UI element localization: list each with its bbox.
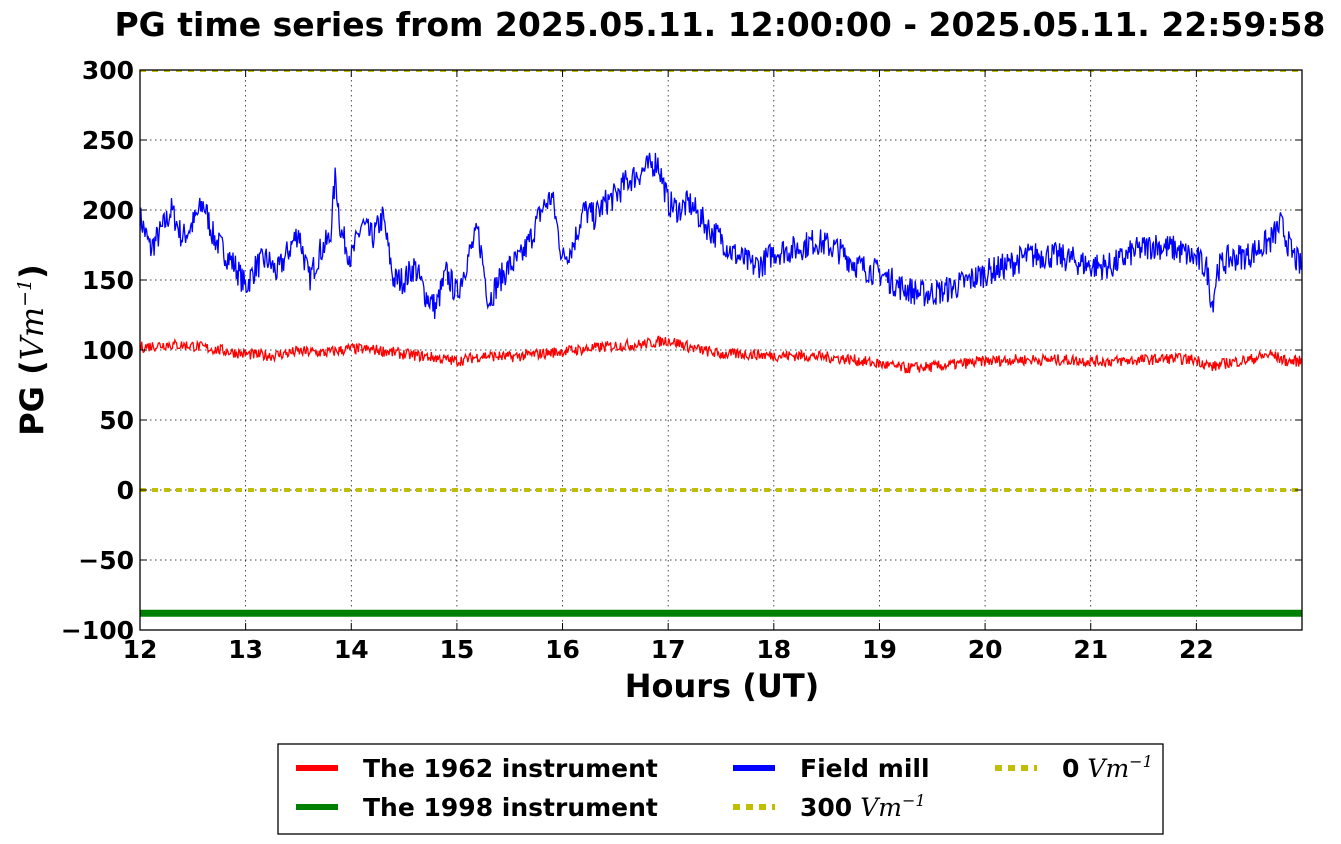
y-tick-label: 100 (82, 336, 134, 365)
y-tick-label: −100 (61, 616, 134, 645)
x-tick-label: 12 (123, 635, 158, 664)
chart-title: PG time series from 2025.05.11. 12:00:00… (115, 5, 1326, 44)
x-tick-label: 21 (1073, 635, 1108, 664)
legend-label: 0 Vm−1 (1062, 752, 1153, 783)
y-axis-label-exp: −1 (14, 279, 36, 307)
y-tick-label: 0 (117, 476, 134, 505)
y-axis-label: PG (Vm−1) (13, 264, 51, 436)
legend-label-text: Field mill (800, 754, 930, 783)
legend-box (277, 743, 1164, 835)
x-tick-label: 22 (1179, 635, 1214, 664)
legend-label-text: 0 (1062, 754, 1079, 783)
legend: The 1962 instrument The 1998 instrument Fi… (277, 743, 1164, 835)
legend-label-unit: Vm (860, 793, 902, 822)
series-line-0 (140, 335, 1302, 374)
legend-label: 300 Vm−1 (800, 791, 926, 822)
legend-label-text: 300 (800, 793, 852, 822)
x-tick-label: 13 (228, 635, 263, 664)
x-tick-label: 15 (440, 635, 475, 664)
x-tick-label: 14 (334, 635, 369, 664)
y-tick-label: 300 (82, 56, 134, 85)
legend-label-unit: Vm (1087, 754, 1129, 783)
legend-label-exp: −1 (902, 791, 926, 810)
y-tick-label: 200 (82, 196, 134, 225)
x-tick-label: 18 (756, 635, 791, 664)
y-tick-label: −50 (78, 546, 134, 575)
plot-area: 12 13 14 15 16 17 18 19 20 21 22 300 250 200 150 100 50 0… (61, 56, 1303, 664)
legend-label: The 1962 instrument (363, 754, 658, 783)
legend-label-exp: −1 (1129, 752, 1153, 771)
legend-label: The 1998 instrument (363, 793, 658, 822)
x-tick-label: 17 (651, 635, 686, 664)
series-group (140, 70, 1302, 617)
x-axis-label: Hours (UT) (625, 667, 820, 705)
y-tick-label: 50 (99, 406, 134, 435)
y-tick-label: 150 (82, 266, 134, 295)
legend-label-text: The 1962 instrument (363, 754, 658, 783)
y-axis-label-unit: Vm (13, 307, 51, 360)
x-tick-label: 16 (545, 635, 580, 664)
y-axis-label-prefix: PG ( (13, 360, 51, 435)
x-tick-label: 19 (862, 635, 897, 664)
legend-label: Field mill (800, 754, 930, 783)
legend-label-text: The 1998 instrument (363, 793, 658, 822)
y-axis-label-suffix: ) (13, 264, 51, 279)
x-tick-label: 20 (968, 635, 1003, 664)
series-line-2 (140, 152, 1302, 320)
y-tick-label: 250 (82, 126, 134, 155)
y-axis-label-group: PG (Vm−1) (13, 264, 51, 436)
